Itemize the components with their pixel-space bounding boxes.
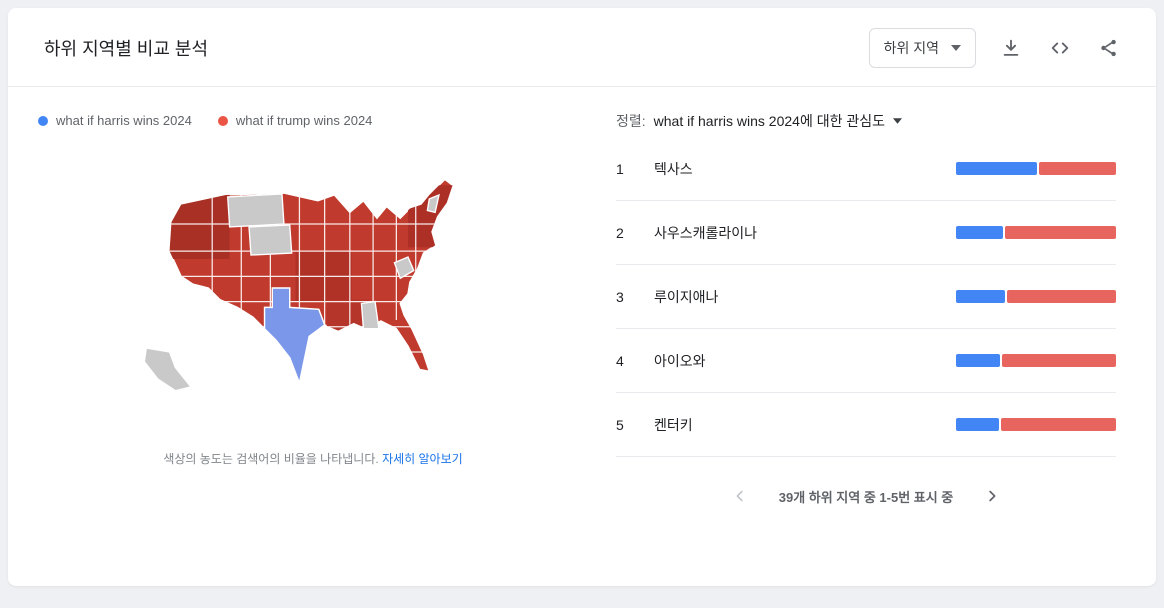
learn-more-link[interactable]: 자세히 알아보기 [382, 452, 463, 466]
embed-button[interactable] [1046, 35, 1074, 61]
harris-legend-dot [38, 115, 48, 126]
sort-value-text: what if harris wins 2024에 대한 관심도 [653, 113, 886, 129]
share-icon [1101, 39, 1116, 57]
trump-bar-segment [1002, 354, 1116, 367]
us-choropleth-map[interactable] [117, 162, 509, 414]
trump-legend-label: what if trump wins 2024 [235, 113, 373, 128]
state-wyoming [248, 224, 293, 256]
state-alaska[interactable] [143, 347, 193, 392]
region-name: 루이지애나 [654, 288, 719, 305]
region-rank: 2 [616, 224, 624, 241]
prev-page-button[interactable] [727, 483, 753, 509]
map-container [38, 162, 588, 414]
legend-item-harris[interactable]: what if harris wins 2024 [38, 113, 192, 128]
footnote-text: 색상의 농도는 검색어의 비율을 나타냅니다. [163, 452, 379, 466]
state-vermont [426, 193, 440, 214]
region-level-label: 하위 지역 [883, 40, 939, 56]
embed-icon [1051, 42, 1069, 54]
next-page-button[interactable] [979, 483, 1005, 509]
download-button[interactable] [998, 35, 1024, 61]
region-name: 텍사스 [654, 160, 693, 177]
trump-bar-segment [1038, 162, 1116, 175]
region-rank: 4 [616, 352, 624, 369]
state-montana [226, 193, 285, 228]
table-row[interactable]: 1 텍사스 [616, 137, 1116, 201]
subregion-comparison-card: 하위 지역별 비교 분석 하위 지역 [8, 8, 1156, 586]
card-header: 하위 지역별 비교 분석 하위 지역 [8, 8, 1156, 87]
state-mississippi [360, 300, 380, 330]
region-rank: 1 [616, 160, 624, 177]
trump-bar-segment [1000, 418, 1116, 431]
state-texas[interactable] [263, 287, 326, 386]
chevron-down-icon [893, 118, 903, 124]
header-controls: 하위 지역 [868, 28, 1122, 68]
region-name: 사우스캐롤라이나 [654, 224, 758, 241]
harris-bar-segment [956, 162, 1037, 175]
table-row[interactable]: 4 아이오와 [616, 329, 1116, 393]
comparison-bar [956, 418, 1116, 431]
pagination-text: 39개 하위 지역 중 1-5번 표시 중 [778, 489, 954, 505]
comparison-bar [956, 162, 1116, 175]
page-title: 하위 지역별 비교 분석 [44, 39, 209, 59]
region-level-dropdown[interactable]: 하위 지역 [868, 28, 976, 68]
chevron-down-icon [951, 45, 961, 51]
no-data-states[interactable] [226, 193, 440, 330]
trump-bar-segment [1006, 290, 1116, 303]
table-row[interactable]: 3 루이지애나 [616, 265, 1116, 329]
download-icon [1003, 39, 1019, 56]
chevron-right-icon [989, 490, 996, 502]
pagination: 39개 하위 지역 중 1-5번 표시 중 [616, 483, 1116, 509]
sort-label: 정렬: [616, 113, 646, 129]
region-rank: 5 [616, 416, 624, 433]
comparison-bar [956, 226, 1116, 239]
card-content: what if harris wins 2024 what if trump w… [8, 87, 1156, 509]
trump-legend-dot [217, 115, 228, 126]
state-borders [169, 189, 453, 383]
legend-item-trump[interactable]: what if trump wins 2024 [217, 113, 373, 128]
harris-bar-segment [956, 226, 1004, 239]
region-list: 1 텍사스 2 사우스캐롤라이나 [616, 137, 1116, 457]
region-name: 아이오와 [654, 352, 706, 369]
comparison-bar [956, 290, 1116, 303]
sort-row: 정렬: what if harris wins 2024에 대한 관심도 [616, 111, 1116, 131]
table-row[interactable]: 2 사우스캐롤라이나 [616, 201, 1116, 265]
sort-dropdown[interactable]: what if harris wins 2024에 대한 관심도 [653, 111, 903, 131]
harris-bar-segment [956, 418, 999, 431]
map-column: what if harris wins 2024 what if trump w… [8, 87, 588, 509]
region-rank: 3 [616, 288, 624, 305]
legend: what if harris wins 2024 what if trump w… [38, 113, 588, 128]
comparison-bar [956, 354, 1116, 367]
chevron-left-icon [736, 490, 743, 502]
harris-legend-label: what if harris wins 2024 [56, 113, 192, 128]
state-west-virginia [393, 256, 415, 280]
region-name: 켄터키 [654, 416, 693, 433]
table-row[interactable]: 5 켄터키 [616, 393, 1116, 457]
harris-bar-segment [956, 354, 1001, 367]
harris-bar-segment [956, 290, 1005, 303]
share-button[interactable] [1096, 35, 1122, 61]
ranking-column: 정렬: what if harris wins 2024에 대한 관심도 1 텍… [588, 87, 1156, 509]
trump-bar-segment [1005, 226, 1116, 239]
map-footnote: 색상의 농도는 검색어의 비율을 나타냅니다. 자세히 알아보기 [38, 450, 588, 467]
